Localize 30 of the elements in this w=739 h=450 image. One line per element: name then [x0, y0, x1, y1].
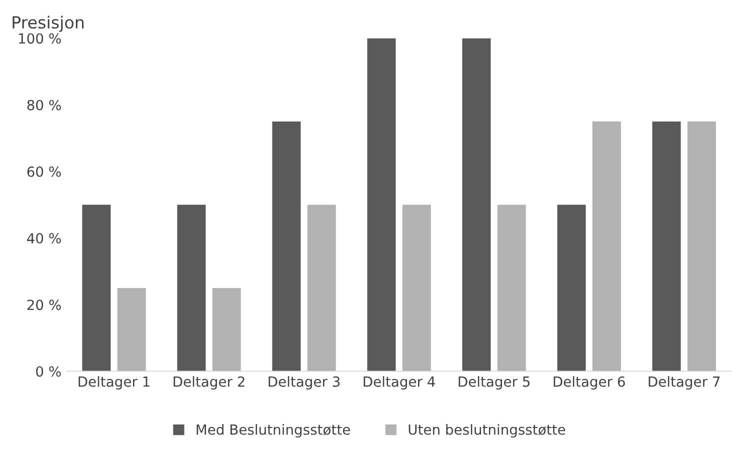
bar — [497, 204, 526, 372]
bar — [212, 288, 241, 372]
bar — [272, 122, 301, 372]
x-tick-label: Deltager 5 — [458, 376, 530, 390]
x-tick-label: Deltager 4 — [364, 376, 435, 390]
x-tick-label: Deltager 3 — [268, 376, 340, 390]
bar — [402, 204, 431, 372]
legend-label: Med Beslutningsstøtte — [196, 424, 350, 438]
y-tick-label: 20 % — [27, 300, 61, 310]
x-tick-label: Deltager 2 — [174, 376, 244, 390]
y-tick-label: 60 % — [27, 166, 61, 177]
bar — [652, 122, 681, 372]
y-tick-label: 100 % — [19, 33, 61, 44]
bar — [462, 38, 491, 372]
y-tick-label: 0 % — [36, 366, 61, 377]
legend-label: Uten beslutningsstøtte — [408, 424, 566, 438]
y-tick-label: 40 % — [27, 233, 61, 244]
bar — [307, 204, 336, 372]
x-tick-label: Deltager 7 — [648, 376, 720, 390]
bar — [177, 204, 206, 372]
bar — [687, 122, 716, 372]
bar — [592, 122, 621, 372]
bar — [367, 38, 396, 372]
x-tick-label: Deltager 6 — [554, 376, 625, 390]
bar — [117, 288, 146, 372]
bar — [82, 204, 111, 372]
y-tick-label: 80 % — [27, 100, 61, 110]
bar — [557, 204, 586, 372]
x-tick-label: Deltager 1 — [78, 376, 150, 390]
chart-title: Presisjon — [12, 16, 84, 32]
